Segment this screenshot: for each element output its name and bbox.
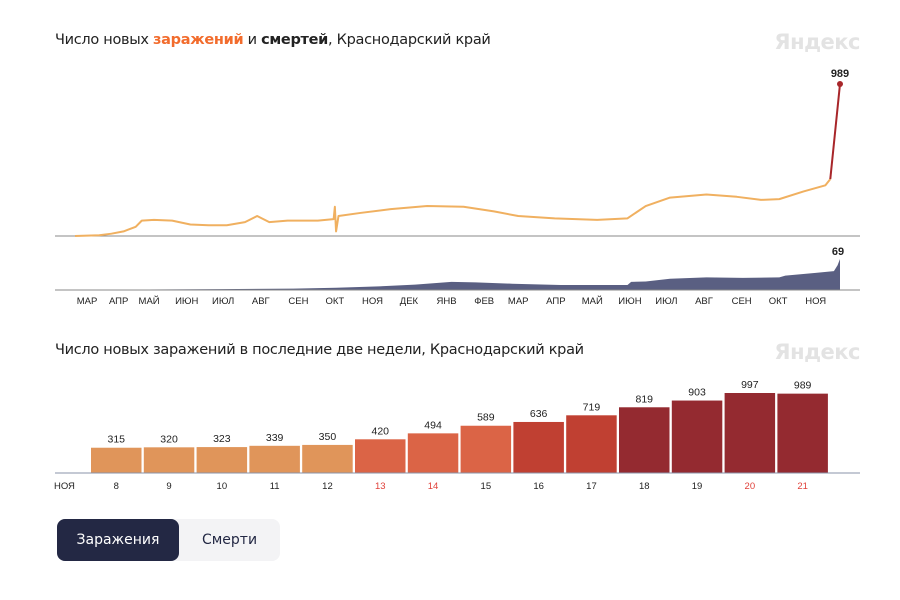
bar-category-label: 14 <box>428 481 439 492</box>
chart2-title: Число новых заражений в последние две не… <box>55 342 584 358</box>
month-tick-label: ЯНВ <box>437 296 457 307</box>
bar-category-label: 12 <box>322 481 333 492</box>
bar-category-label: 11 <box>270 481 280 492</box>
infections-line-last <box>829 83 841 180</box>
deaths-area <box>75 259 840 290</box>
bar-category-label: 17 <box>586 481 597 492</box>
month-tick-label: СЕН <box>288 296 308 307</box>
title-deaths: смертей <box>261 32 329 48</box>
bar <box>302 444 353 473</box>
bar <box>196 447 248 473</box>
month-tick-label: АПР <box>546 296 565 307</box>
infections-last-label: 989 <box>831 68 849 80</box>
bar <box>407 433 459 473</box>
month-tick-label: АПР <box>109 296 128 307</box>
infections-last-point <box>837 81 843 87</box>
title-text: и <box>243 32 262 48</box>
bar-value-label: 589 <box>477 412 495 424</box>
infections-button[interactable]: Заражения <box>57 519 179 561</box>
bar <box>724 393 776 473</box>
month-tick-label: МАР <box>77 296 98 307</box>
month-tick-label: МАР <box>508 296 529 307</box>
bar <box>777 393 828 473</box>
bar-month-label: НОЯ <box>54 481 75 492</box>
bar <box>513 421 564 473</box>
month-tick-label: МАЙ <box>139 295 160 307</box>
bar-value-label: 636 <box>530 408 548 420</box>
month-tick-label: ОКТ <box>769 296 788 307</box>
bar-category-label: 20 <box>745 481 756 492</box>
bar-value-label: 989 <box>794 380 812 392</box>
infections-line <box>74 178 832 237</box>
bar-category-label: 18 <box>639 481 650 492</box>
deaths-button[interactable]: Смерти <box>201 532 258 548</box>
month-tick-label: ИЮЛ <box>212 296 234 307</box>
bar <box>619 407 670 473</box>
bar-category-label: 21 <box>797 481 808 492</box>
bar-value-label: 420 <box>371 425 389 437</box>
month-tick-label: АВГ <box>252 296 270 307</box>
month-tick-label: МАЙ <box>582 295 603 307</box>
bar-category-label: 15 <box>481 481 492 492</box>
month-tick-label: ОКТ <box>325 296 344 307</box>
bar-value-label: 997 <box>741 379 759 391</box>
bar-category-label: 8 <box>114 481 119 492</box>
yandex-logo: Яндекс <box>774 30 860 54</box>
bar-category-label: 10 <box>217 481 228 492</box>
deaths-last-label: 69 <box>832 246 844 258</box>
chart1-title: Число новых заражений и смертей, Краснод… <box>55 32 491 48</box>
month-tick-label: НОЯ <box>805 296 826 307</box>
bar-value-label: 819 <box>635 393 653 405</box>
bar-value-label: 323 <box>213 433 231 445</box>
bar-value-label: 315 <box>107 434 125 446</box>
month-tick-label: ИЮН <box>618 296 641 307</box>
title-infections: заражений <box>153 32 244 48</box>
month-tick-label: ИЮЛ <box>655 296 677 307</box>
metric-toggle: Заражения Смерти <box>57 519 280 561</box>
bar-value-label: 494 <box>424 419 442 431</box>
bar <box>249 445 300 473</box>
month-tick-label: ИЮН <box>175 296 198 307</box>
bar <box>143 447 195 473</box>
bar-category-label: 19 <box>692 481 703 492</box>
month-tick-label: АВГ <box>695 296 713 307</box>
title-text: , Краснодарский край <box>328 32 491 48</box>
bar-category-label: 9 <box>166 481 171 492</box>
bar <box>566 415 617 473</box>
month-tick-label: СЕН <box>732 296 752 307</box>
bar-category-label: 16 <box>533 481 544 492</box>
bar <box>91 447 142 473</box>
month-tick-label: ФЕВ <box>474 296 494 307</box>
bar-value-label: 719 <box>583 401 601 413</box>
bar-value-label: 320 <box>160 433 178 445</box>
bar-value-label: 339 <box>266 432 284 444</box>
month-tick-label: ДЕК <box>400 296 419 307</box>
title-text: Число новых <box>55 32 154 48</box>
bar-value-label: 903 <box>688 387 706 399</box>
bar <box>355 439 406 473</box>
month-tick-label: НОЯ <box>362 296 383 307</box>
yandex-logo: Яндекс <box>774 340 860 364</box>
bar <box>671 400 723 473</box>
bar-category-label: 13 <box>375 481 386 492</box>
bar <box>460 425 512 473</box>
bar-value-label: 350 <box>319 431 337 443</box>
